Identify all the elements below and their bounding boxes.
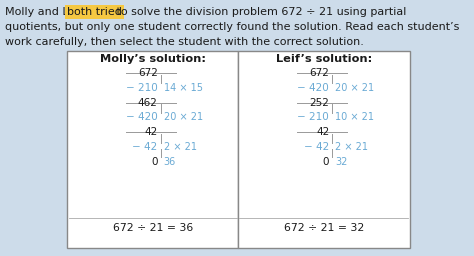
Text: 672: 672 [310, 68, 329, 78]
Text: Molly and Leif: Molly and Leif [5, 7, 86, 17]
Text: 42: 42 [316, 127, 329, 137]
Text: − 42: − 42 [304, 142, 329, 152]
Text: 462: 462 [138, 98, 158, 108]
Text: 14 × 15: 14 × 15 [164, 83, 203, 93]
Text: 252: 252 [310, 98, 329, 108]
Text: 20 × 21: 20 × 21 [164, 112, 203, 122]
Text: Molly’s solution:: Molly’s solution: [100, 54, 206, 64]
Text: 2 × 21: 2 × 21 [335, 142, 368, 152]
FancyBboxPatch shape [67, 51, 238, 248]
Text: 672: 672 [138, 68, 158, 78]
Text: Leif’s solution:: Leif’s solution: [276, 54, 373, 64]
Text: − 210: − 210 [126, 83, 158, 93]
Text: 672 ÷ 21 = 32: 672 ÷ 21 = 32 [284, 223, 365, 233]
FancyBboxPatch shape [238, 51, 410, 248]
Text: − 210: − 210 [298, 112, 329, 122]
Text: 10 × 21: 10 × 21 [335, 112, 374, 122]
Text: to solve the division problem 672 ÷ 21 using partial: to solve the division problem 672 ÷ 21 u… [113, 7, 406, 17]
Text: − 420: − 420 [298, 83, 329, 93]
Text: 32: 32 [335, 157, 347, 167]
Text: both tried: both tried [67, 7, 122, 17]
Text: 2 × 21: 2 × 21 [164, 142, 197, 152]
Text: 42: 42 [145, 127, 158, 137]
Text: 0: 0 [323, 157, 329, 167]
Text: 0: 0 [151, 157, 158, 167]
Text: work carefully, then select the student with the correct solution.: work carefully, then select the student … [5, 37, 364, 47]
Text: 20 × 21: 20 × 21 [335, 83, 374, 93]
Text: quotients, but only one student correctly found the solution. Read each student’: quotients, but only one student correctl… [5, 22, 459, 32]
Text: 672 ÷ 21 = 36: 672 ÷ 21 = 36 [113, 223, 193, 233]
Text: 36: 36 [164, 157, 176, 167]
Text: − 42: − 42 [133, 142, 158, 152]
Text: − 420: − 420 [126, 112, 158, 122]
